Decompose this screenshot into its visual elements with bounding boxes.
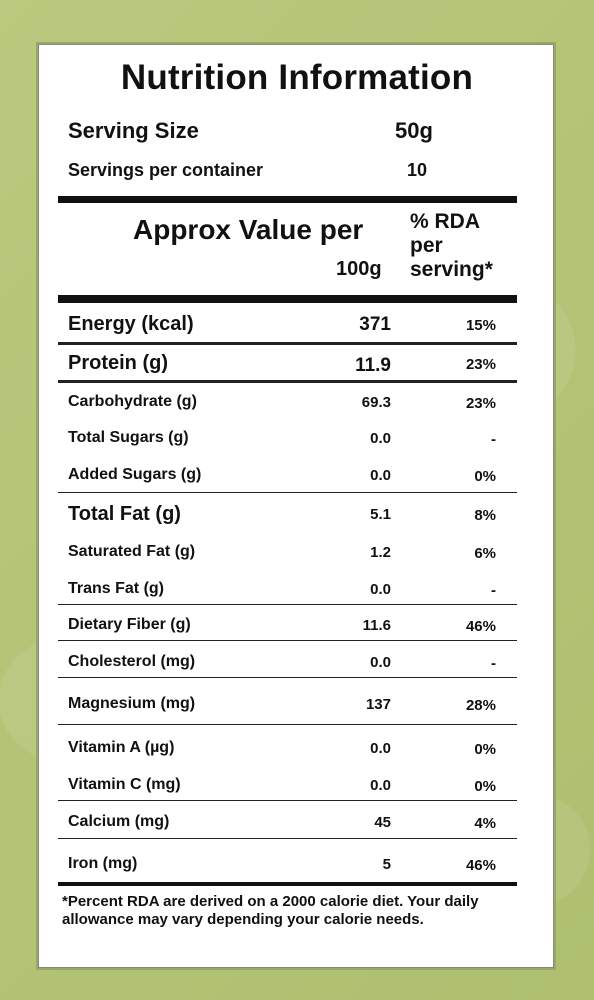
nutrient-name: Total Fat (g): [68, 503, 181, 525]
row-divider: [58, 677, 517, 678]
servings-per-container-label: Servings per container: [68, 160, 264, 180]
footnote: *Percent RDA are derived on a 2000 calor…: [62, 893, 479, 928]
approx-value-header: Approx Value per: [133, 214, 364, 245]
nutrient-name: Vitamin A (µg): [68, 739, 175, 756]
nutrient-name: Total Sugars (g): [68, 429, 189, 446]
row-divider: [58, 800, 517, 801]
label-title: Nutrition Information: [120, 58, 474, 97]
nutrient-value: 5.1: [370, 506, 391, 523]
serving-size-label: Serving Size: [68, 118, 199, 143]
row-divider: [58, 342, 517, 345]
nutrient-rda: -: [491, 655, 496, 672]
nutrient-rda: 23%: [465, 356, 496, 373]
row-divider: [58, 380, 517, 383]
nutrient-value: 5: [382, 856, 391, 873]
nutrient-name: Iron (mg): [68, 855, 138, 872]
nutrient-rda: 8%: [474, 507, 496, 524]
nutrient-value: 0.0: [370, 581, 391, 598]
nutrient-name: Saturated Fat (g): [68, 543, 196, 560]
nutrient-name: Cholesterol (mg): [68, 653, 196, 670]
nutrient-rda: 28%: [465, 697, 496, 714]
nutrient-value: 45: [374, 814, 391, 831]
servings-per-container-value: 10: [407, 160, 428, 180]
rda-header: % RDA per serving*: [410, 210, 493, 281]
nutrient-rda: -: [491, 582, 496, 599]
nutrient-name: Magnesium (mg): [68, 695, 196, 712]
nutrient-rda: 6%: [474, 545, 496, 562]
nutrient-name: Carbohydrate (g): [68, 393, 197, 410]
nutrient-value: 0.0: [370, 467, 391, 484]
nutrient-rda: -: [491, 431, 496, 448]
nutrient-name: Energy (kcal): [68, 313, 194, 335]
row-divider: [58, 604, 517, 605]
nutrient-name: Trans Fat (g): [68, 580, 165, 597]
nutrient-name: Dietary Fiber (g): [68, 616, 191, 633]
thick-divider: [58, 295, 517, 303]
thick-divider: [58, 882, 517, 886]
nutrient-rda: 46%: [465, 618, 496, 635]
nutrient-value: 137: [365, 696, 391, 713]
nutrient-rda: 0%: [474, 741, 496, 758]
nutrient-value: 1.2: [370, 544, 391, 561]
nutrient-rda: 4%: [474, 815, 496, 832]
thick-divider: [58, 196, 517, 203]
nutrient-value: 371: [359, 314, 391, 335]
nutrient-value: 0.0: [370, 777, 391, 794]
row-divider: [58, 640, 517, 641]
serving-size-value: 50g: [395, 118, 433, 143]
nutrient-rda: 15%: [465, 317, 496, 334]
value-unit-header: 100g: [336, 258, 382, 280]
nutrient-name: Calcium (mg): [68, 813, 170, 830]
nutrient-name: Protein (g): [68, 352, 168, 374]
row-divider: [58, 838, 517, 839]
nutrient-value: 0.0: [370, 430, 391, 447]
nutrient-rda: 0%: [474, 468, 496, 485]
nutrient-value: 69.3: [361, 394, 391, 411]
row-divider: [58, 492, 517, 493]
nutrient-name: Vitamin C (mg): [68, 776, 181, 793]
nutrient-value: 0.0: [370, 654, 391, 671]
row-divider: [58, 724, 517, 725]
nutrient-rda: 23%: [465, 395, 496, 412]
nutrient-value: 11.6: [362, 617, 391, 634]
nutrient-name: Added Sugars (g): [68, 466, 202, 483]
nutrient-value: 11.9: [355, 355, 391, 376]
nutrient-rda: 0%: [474, 778, 496, 795]
nutrient-rda: 46%: [465, 857, 496, 874]
nutrient-value: 0.0: [370, 740, 391, 757]
